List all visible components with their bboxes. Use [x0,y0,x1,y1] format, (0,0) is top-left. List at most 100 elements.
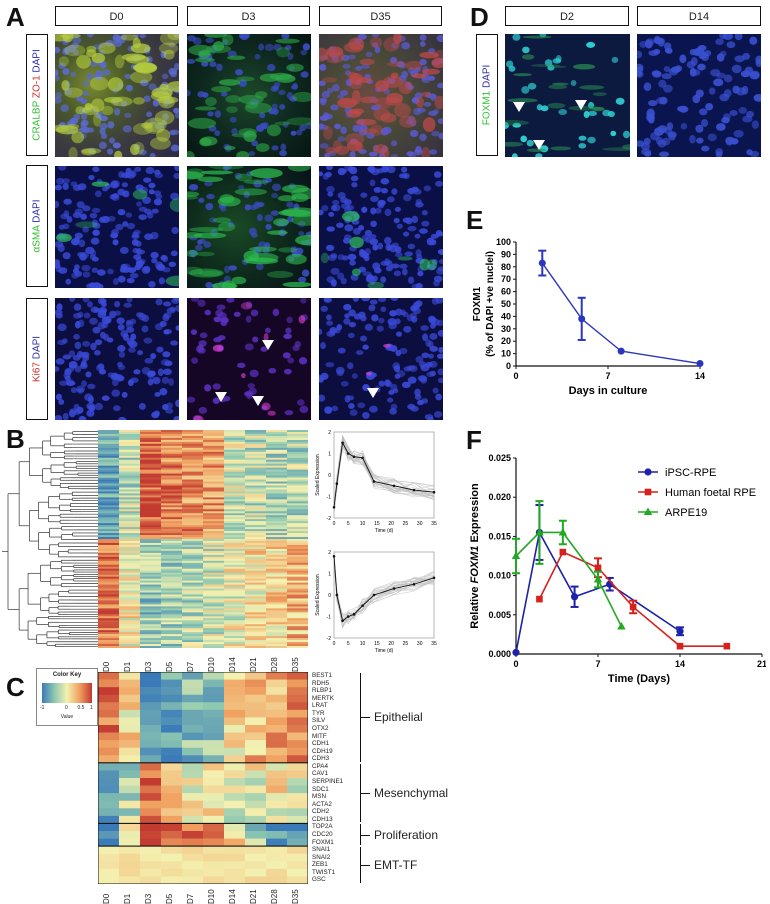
stain-label: CRALBP [31,100,43,141]
gene-label: CPA4 [312,762,328,770]
heatmap-b-timepoint-labels: D0 D1 D3 D5 D7 D10 D14 D21 D28 D35 [98,650,308,674]
chart-f-point [723,642,731,650]
profile-ytick: 1 [328,452,331,458]
gene-label: TWIST1 [312,868,336,876]
profile-xtick: 0 [333,641,336,647]
chart-f-point [617,622,626,630]
profile-ytick: 2 [328,430,331,436]
gene-label: CDH2 [312,808,330,816]
color-key-gradient [42,683,92,703]
chart-f-point [629,603,637,611]
gene-label: BEST1 [312,672,332,679]
chart-f-point [643,507,653,515]
heatmap-b-col-label: D1 [123,661,132,672]
micrograph-a-d3-cralbp [187,34,311,157]
chart-f-ytick: 0.005 [488,610,511,620]
micrograph-d-d2-foxm1 [505,34,630,157]
profile-ytick: 1 [328,572,331,578]
chart-f-xtick: 0 [513,659,518,669]
chart-f-point [593,575,603,583]
color-key-tick: 1 [90,705,93,711]
stain-label: ZO-1 [31,75,43,101]
chart-f-line [515,530,681,653]
gene-label: CDH19 [312,747,333,755]
gene-label: CDH1 [312,740,330,748]
chart-e-ytick: 60 [501,287,511,297]
heatmap-b-col-label: D28 [270,657,279,672]
gene-label: RDH5 [312,679,330,687]
chart-f-xlabel: Time (Days) [608,673,670,685]
profile-xtick: 20 [388,641,394,647]
heatmap-c-col-label: D0 [102,893,111,904]
heatmap-c-timepoint-labels: D0 D1 D3 D5 D7 D10 D14 D21 D28 D35 [98,886,308,904]
chart-e-ytick: 80 [501,262,511,272]
chart-f-ytick: 0.020 [488,492,511,502]
chart-e-ytick: 70 [501,274,511,284]
heatmap-c [97,671,309,885]
gene-label: CAV1 [312,770,328,778]
panel-a-column-d0: D0 [55,6,178,26]
gene-group-labels: Epithelial Mesenchymal Proliferation EMT-TF [360,672,490,884]
gene-label: GSC [312,876,326,884]
gene-label: ACTA2 [312,800,332,808]
heatmap-b-col-label: D3 [144,661,153,672]
heatmap-c-col-label: D14 [228,889,237,904]
chart-f-point [676,642,684,650]
heatmap-b-col-label: D5 [165,661,174,672]
chart-f-legend-label: Human foetal RPE [665,487,756,499]
profile-xtick: 35 [431,641,437,647]
arrowhead-icon [533,140,545,150]
chart-e-ytick: 0 [506,361,511,371]
panel-label-f: F [466,425,482,455]
chart-f-ytick: 0.025 [488,453,511,463]
micrograph-a-d35-asma [319,166,443,288]
profile-xtick: 25 [403,521,409,527]
chart-e: 0 10 20 30 40 50 60 70 80 90 100 0 7 14 Days in cultur… [472,237,705,397]
chart-f-point [511,551,521,559]
chart-e-ytick: 90 [501,249,511,259]
gene-label: ZEB1 [312,861,328,869]
gene-group-label: Proliferation [374,827,439,842]
profile-xtick: 25 [403,641,409,647]
heatmap-b-col-label: D10 [207,657,216,672]
heatmap-c-col-label: D7 [186,893,195,904]
micrograph-a-d0-asma [55,166,179,288]
profile-ytick: -2 [327,636,332,642]
profile-xtick: 10 [360,521,366,527]
micrograph-a-d35-ki67 [319,298,443,420]
profile-xtick: 5 [347,641,350,647]
gene-label: OTX2 [312,725,329,732]
heatmap-c-col-label: D5 [165,893,174,904]
arrowhead-icon [513,102,525,112]
panel-d-column-d2: D2 [505,6,629,26]
chart-f-ytick: 0.010 [488,571,511,581]
chart-f-ytick: 0.000 [488,649,511,659]
profile-ytick: -1 [327,495,332,501]
chart-f-point [536,595,543,603]
gene-label: FOXM1 [312,838,334,846]
profile-xlabel: Time (d) [375,528,394,534]
gene-label: RLBP1 [312,687,332,695]
profile-xtick: 20 [388,521,394,527]
stain-label: FOXM1 [481,90,493,126]
chart-e-line [541,262,701,365]
profile-xtick: 15 [374,641,380,647]
profile-ytick: -1 [327,615,332,621]
panel-label-a: A [6,2,25,32]
heatmap-c-col-label: D1 [123,893,132,904]
chart-f-ylabel: Relative FOXM1 Expression [469,483,481,629]
panel-label-e: E [466,205,484,235]
heatmap-b-col-label: D14 [228,657,237,672]
micrograph-a-d35-cralbp [319,34,443,157]
chart-e-point [538,259,546,267]
profile-ytick: 0 [328,593,331,599]
chart-f-point [512,648,520,657]
chart-f-point [570,593,579,601]
chart-e-point [578,315,586,323]
chart-e-point [617,347,625,355]
chart-f-point [559,548,567,556]
gene-label: SDC1 [312,785,329,793]
gene-label: SERPINE1 [312,778,344,785]
